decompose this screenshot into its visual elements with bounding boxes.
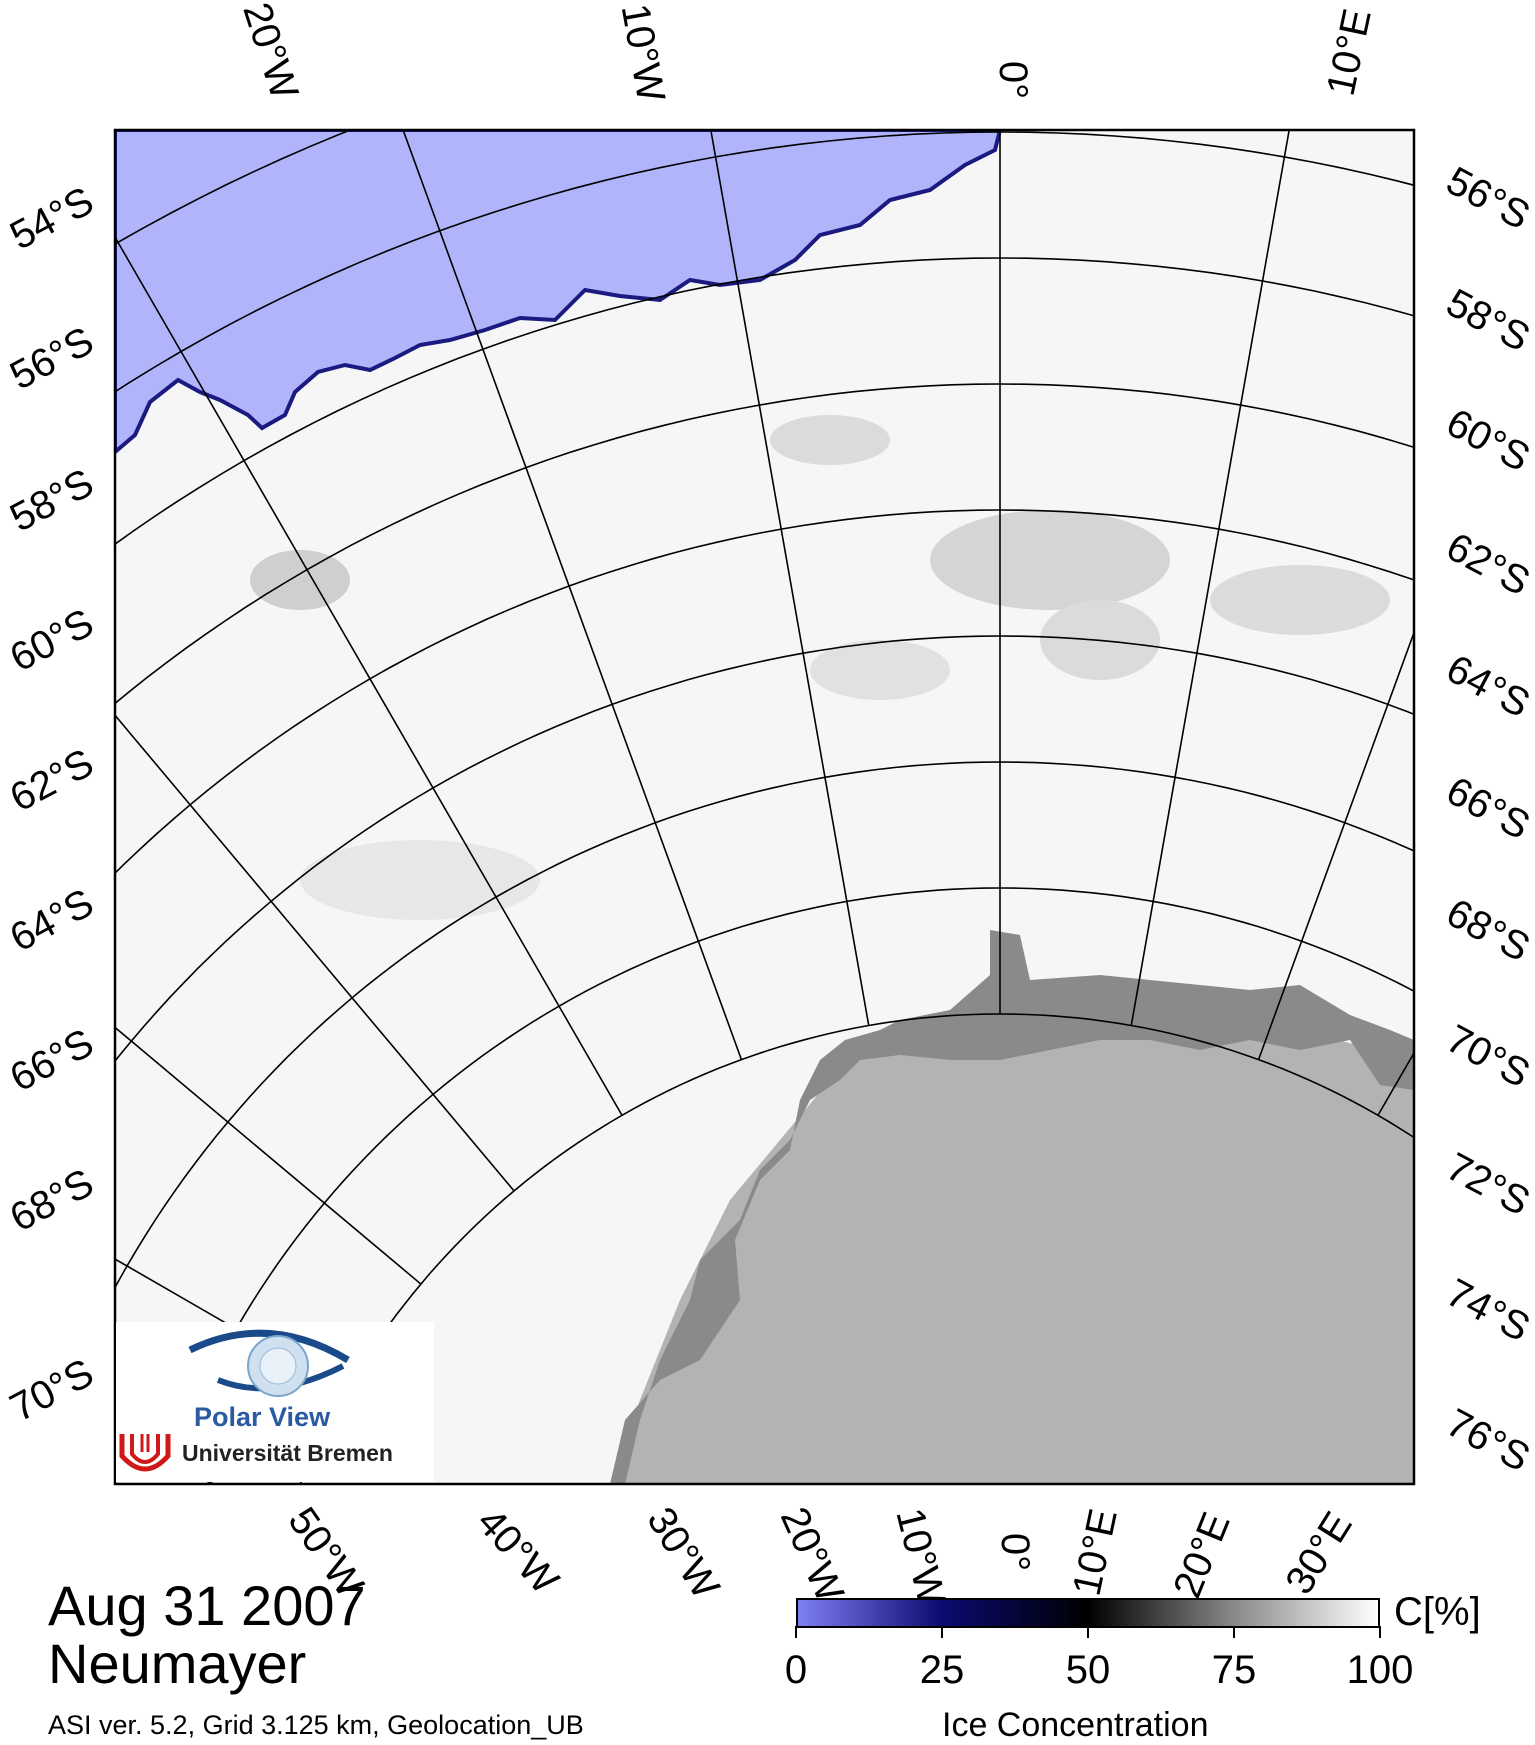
lat-label-left: 68°S (3, 1161, 101, 1241)
latitude-line (299, 1013, 1414, 1484)
longitude-line (1257, 630, 1414, 1060)
colorbar-tick-mark (1379, 1626, 1381, 1638)
lat-label-left: 54°S (3, 179, 101, 259)
lon-label-bottom: 40°W (468, 1500, 567, 1603)
lon-label-bottom: 20°E (1165, 1506, 1238, 1603)
station-name: Neumayer (48, 1632, 307, 1695)
colorbar-tick-label: 25 (919, 1648, 965, 1692)
lon-label-bottom: 10°W (887, 1504, 954, 1610)
lat-label-left: 56°S (3, 319, 101, 399)
map-date: Aug 31 2007 (48, 1574, 366, 1637)
longitude-line (115, 235, 623, 1116)
lon-label-bottom: 10°E (1065, 1505, 1126, 1599)
colorbar-tick-mark (1087, 1626, 1089, 1638)
longitude-line (115, 714, 515, 1192)
lon-label-top: 10°E (1319, 5, 1380, 99)
lat-label-right: 60°S (1439, 401, 1535, 481)
map-frame-content (115, 130, 1414, 1484)
colorbar-tick-label: 0 (784, 1648, 808, 1692)
lon-label-bottom: 0° (993, 1533, 1037, 1571)
lon-label-bottom: 30°E (1277, 1504, 1361, 1601)
lon-label-bottom: 30°W (638, 1500, 728, 1607)
lat-label-right: 68°S (1439, 891, 1535, 971)
lon-label-top: 10°W (613, 1, 673, 106)
colorbar-tick-mark (1233, 1626, 1235, 1638)
longitude-line (402, 130, 743, 1060)
lat-label-left: 58°S (3, 461, 101, 541)
lat-label-right: 56°S (1439, 159, 1535, 239)
colorbar-tick-mark (795, 1626, 797, 1638)
lat-label-left: 60°S (3, 601, 101, 681)
lat-label-left: 70°S (3, 1351, 101, 1431)
lat-label-right: 58°S (1439, 281, 1535, 361)
processing-note: ASI ver. 5.2, Grid 3.125 km, Geolocation… (48, 1710, 584, 1740)
logo: Polar View Universität Bremen (116, 1322, 434, 1482)
logo-institution: Universität Bremen (182, 1440, 393, 1466)
longitude-line (1130, 130, 1290, 1026)
lat-label-left: 62°S (3, 741, 101, 821)
colorbar-unit: C[%] (1394, 1590, 1481, 1634)
colorbar-title: Ice Concentration (942, 1706, 1209, 1744)
caption: Aug 31 2007 Neumayer (48, 1578, 366, 1694)
lat-label-right: 74°S (1439, 1271, 1535, 1351)
antarctica-land (610, 1010, 1414, 1484)
graticule (115, 130, 1414, 1484)
lat-label-right: 64°S (1439, 647, 1535, 727)
lat-label-right: 62°S (1439, 525, 1535, 605)
colorbar-tick-mark (941, 1626, 943, 1638)
lat-label-right: 66°S (1439, 769, 1535, 849)
colorbar-tick-label: 75 (1211, 1648, 1257, 1692)
university-seal-icon (116, 1432, 174, 1476)
lat-label-left: 64°S (3, 881, 101, 961)
colorbar-tick-label: 100 (1346, 1648, 1414, 1692)
ice-texture (250, 415, 1390, 920)
colorbar (796, 1598, 1380, 1628)
colorbar-tick-label: 50 (1065, 1648, 1111, 1692)
lat-label-right: 76°S (1439, 1401, 1535, 1481)
longitude-line (115, 1026, 422, 1285)
lat-label-right: 72°S (1439, 1145, 1535, 1225)
logo-name: Polar View (194, 1402, 331, 1432)
lon-label-bottom: 20°W (772, 1501, 852, 1609)
lat-label-left: 66°S (3, 1021, 101, 1101)
ice-shelf (610, 930, 1414, 1484)
eye-globe-icon (188, 1329, 350, 1397)
open-water-area (115, 130, 1003, 455)
longitude-line (710, 130, 870, 1026)
lon-label-top: 20°W (234, 0, 306, 105)
lat-label-right: 70°S (1439, 1017, 1535, 1097)
lon-label-top: 0° (991, 61, 1035, 99)
map-frame (113, 128, 1416, 1486)
